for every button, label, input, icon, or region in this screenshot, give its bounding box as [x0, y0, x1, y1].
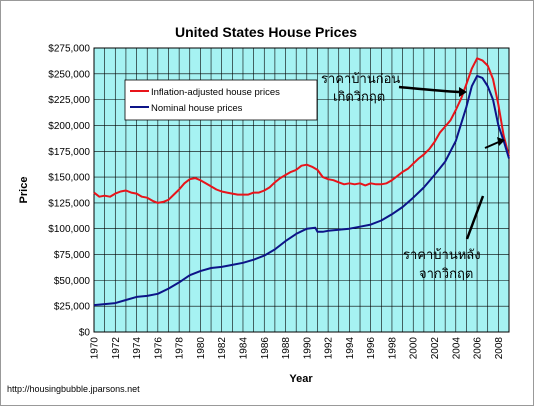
legend-box — [124, 79, 318, 121]
y-tick-label: $75,000 — [54, 250, 91, 261]
x-tick-label: 1988 — [281, 337, 292, 360]
annotation-before-line2: เกิดวิกฤต — [333, 90, 385, 105]
x-tick-label: 1972 — [111, 337, 122, 360]
legend-label-inflation: Inflation-adjusted house prices — [151, 87, 280, 98]
x-tick-label: 2006 — [473, 337, 484, 360]
x-axis-ticks: 1970 1972 1974 1976 1978 1980 1982 1984 1986 1988… — [90, 337, 505, 360]
legend: Inflation-adjusted house prices Nominal … — [124, 79, 318, 121]
x-tick-label: 1974 — [132, 337, 143, 360]
y-tick-label: $100,000 — [48, 224, 90, 235]
annotation-after-line2: จากวิกฤต — [419, 267, 473, 282]
x-tick-label: 2008 — [494, 337, 505, 360]
x-tick-label: 1990 — [302, 337, 313, 360]
annotation-after: ราคาบ้านหลัง จากวิกฤต — [403, 137, 505, 282]
x-tick-label: 2002 — [430, 337, 441, 360]
y-tick-label: $125,000 — [48, 198, 90, 209]
y-tick-label: $25,000 — [54, 302, 91, 313]
x-tick-label: 1970 — [90, 337, 101, 360]
x-tick-label: 1978 — [175, 337, 186, 360]
y-tick-label: $175,000 — [48, 147, 90, 158]
y-tick-label: $0 — [79, 328, 91, 339]
arrow-before — [398, 85, 460, 94]
y-tick-label: $200,000 — [48, 121, 90, 132]
y-tick-label: $275,000 — [48, 44, 90, 55]
x-tick-label: 1980 — [196, 337, 207, 360]
arrowhead-before — [459, 87, 467, 97]
arrowhead-after — [497, 137, 505, 146]
legend-label-nominal: Nominal house prices — [151, 103, 243, 114]
x-tick-label: 1992 — [324, 337, 335, 360]
annotation-before: ราคาบ้านก่อน เกิดวิกฤต — [321, 72, 467, 105]
x-tick-label: 2004 — [451, 337, 462, 360]
y-tick-label: $225,000 — [48, 95, 90, 106]
x-tick-label: 1982 — [217, 337, 228, 360]
x-tick-label: 1986 — [260, 337, 271, 360]
annotation-after-line1: ราคาบ้านหลัง — [403, 248, 481, 263]
series-line-inflation-adjusted — [93, 57, 510, 204]
y-axis-label: Price — [18, 177, 30, 204]
annotation-before-line1: ราคาบ้านก่อน — [321, 72, 400, 87]
x-tick-label: 1976 — [153, 337, 164, 360]
x-tick-label: 2000 — [409, 337, 420, 360]
x-tick-label: 1984 — [238, 337, 249, 360]
x-axis-label: Year — [289, 373, 313, 385]
y-axis-ticks: $0 $25,000 $50,000 $75,000 $100,000 $125,000 $… — [48, 44, 90, 339]
x-tick-label: 1996 — [366, 337, 377, 360]
x-tick-label: 1994 — [345, 337, 356, 360]
arrow-after — [465, 195, 485, 240]
y-tick-label: $150,000 — [48, 173, 90, 184]
series-line-nominal — [93, 74, 510, 307]
source-credit: http://housingbubble.jparsons.net — [7, 384, 140, 394]
x-tick-label: 1998 — [387, 337, 398, 360]
chart-title: United States House Prices — [175, 24, 357, 40]
series-lines — [93, 57, 510, 307]
y-tick-label: $50,000 — [54, 276, 91, 287]
y-tick-label: $250,000 — [48, 69, 90, 80]
